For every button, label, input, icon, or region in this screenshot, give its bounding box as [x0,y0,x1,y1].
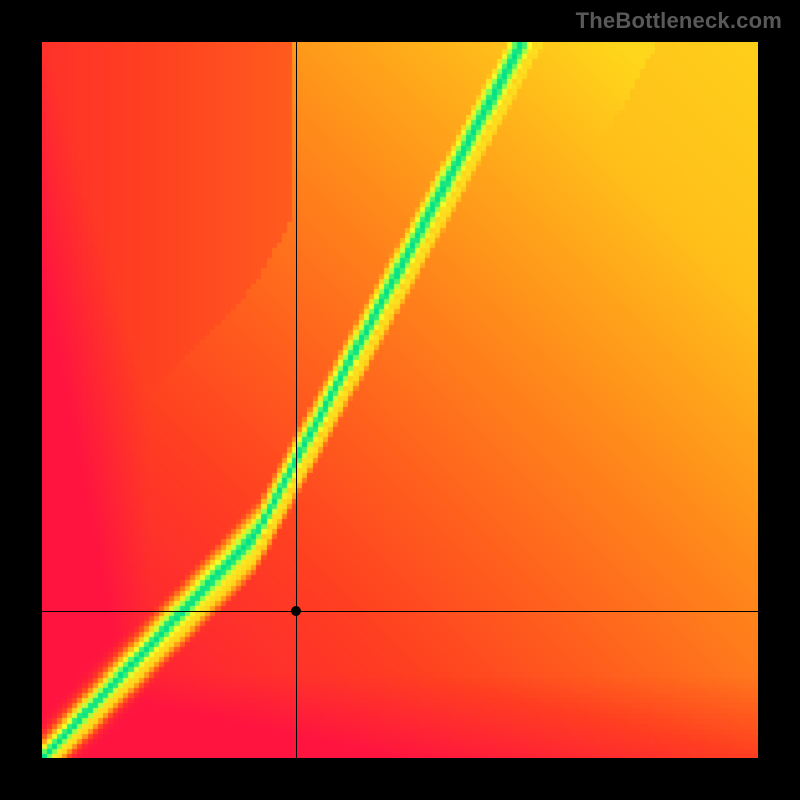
crosshair-horizontal [42,611,758,612]
plot-area [42,42,758,758]
marker-dot [291,606,301,616]
crosshair-vertical [296,42,297,758]
heatmap-canvas [42,42,758,758]
watermark-text: TheBottleneck.com [576,8,782,34]
chart-container: TheBottleneck.com [0,0,800,800]
